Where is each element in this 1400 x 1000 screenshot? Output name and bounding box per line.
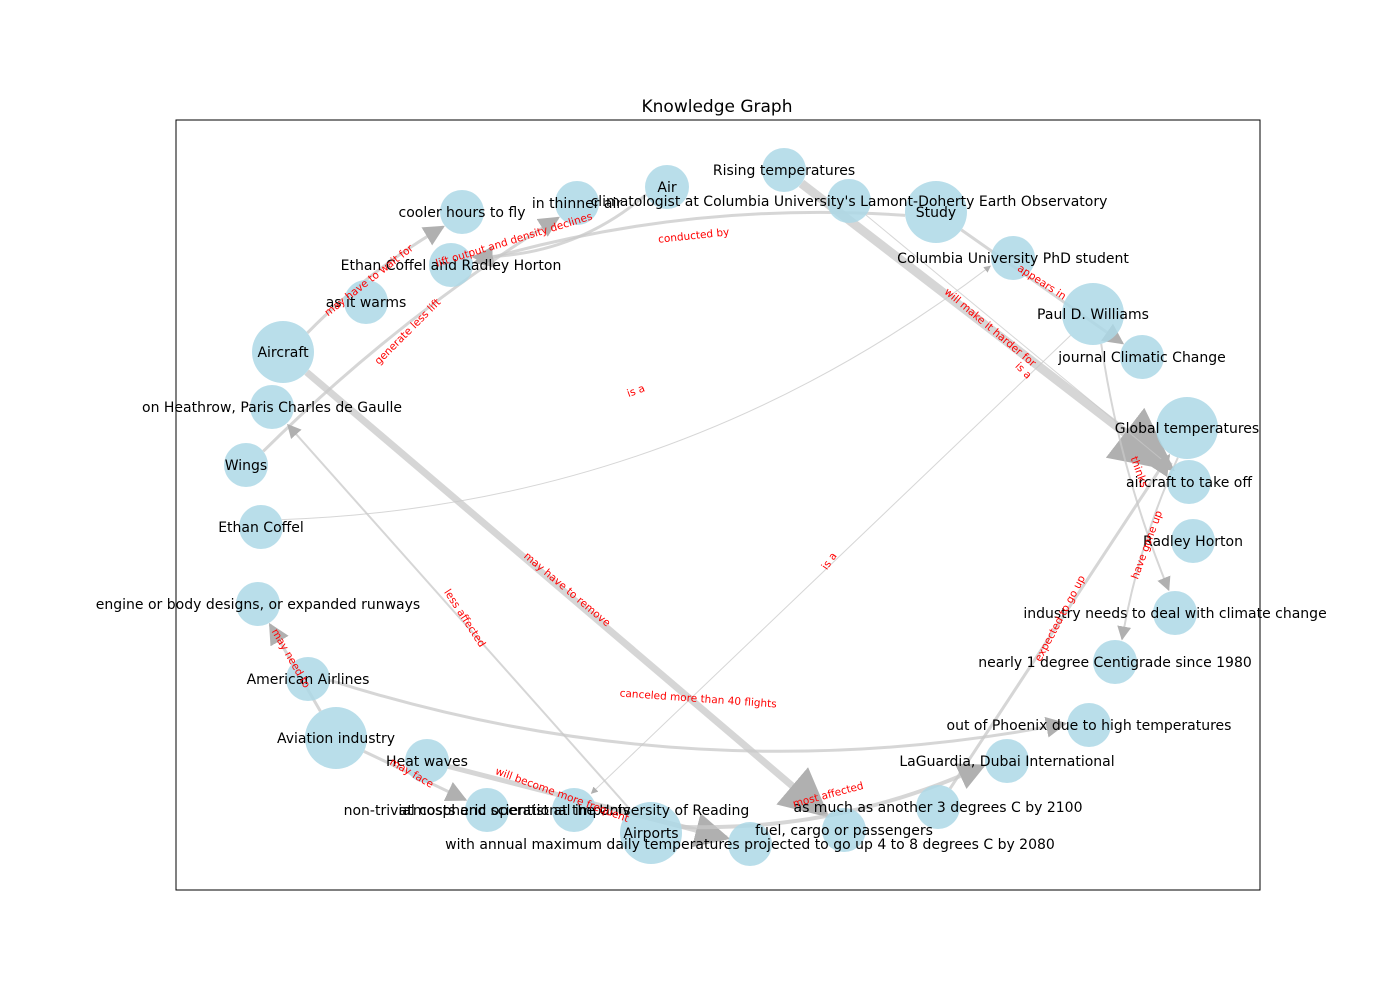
edge-american-phoenix: [329, 678, 1068, 753]
nodes-layer: [224, 148, 1218, 866]
node-fuel[interactable]: [822, 808, 866, 852]
node-label: Ethan Coffel and Radley Horton: [341, 258, 562, 274]
node-coffelhorton[interactable]: [429, 243, 473, 287]
node-label: Heat waves: [386, 754, 468, 770]
node-label: engine or body designs, or expanded runw…: [96, 597, 420, 613]
node-airports[interactable]: [620, 802, 682, 864]
edge-label: conducted by: [658, 226, 730, 245]
node-climatologist[interactable]: [827, 179, 871, 223]
node-globaltemp[interactable]: [1156, 397, 1218, 459]
edge-label: appears in: [1015, 262, 1068, 302]
edge-aircraft-cooler: [306, 225, 445, 334]
node-industryneeds[interactable]: [1153, 591, 1197, 635]
node-label: Air: [657, 180, 676, 196]
graph-title: Knowledge Graph: [642, 97, 793, 117]
node-air[interactable]: [645, 165, 689, 209]
node-aircraft[interactable]: [252, 321, 314, 383]
node-paul[interactable]: [1062, 283, 1124, 345]
edge-climatologist-takeoff: [865, 214, 1172, 468]
node-label: fuel, cargo or passengers: [755, 823, 933, 839]
node-journal[interactable]: [1120, 335, 1164, 379]
edge-label: will make it harder for: [942, 286, 1039, 370]
node-label: non-trivial costs and operational impact…: [344, 803, 631, 819]
edge-coffel-phd: [281, 265, 991, 521]
node-label: Global temperatures: [1115, 421, 1259, 437]
node-phoenix[interactable]: [1067, 703, 1111, 747]
node-american[interactable]: [286, 657, 330, 701]
node-labels-layer: Rising temperatures Air in thinner airclim…: [96, 163, 1327, 853]
node-horton[interactable]: [1171, 519, 1215, 563]
node-thinner[interactable]: [555, 181, 599, 225]
node-label: aircraft to take off: [1126, 475, 1252, 491]
node-aviation[interactable]: [305, 707, 367, 769]
node-heathrow[interactable]: [250, 385, 294, 429]
node-engine[interactable]: [236, 582, 280, 626]
node-wings[interactable]: [224, 443, 268, 487]
node-label: journal Climatic Change: [1057, 350, 1226, 366]
edge-wings-thinner: [262, 216, 560, 453]
node-cooler[interactable]: [440, 190, 484, 234]
node-label: climatologist at Columbia University's L…: [591, 194, 1108, 210]
edge-label: is a: [625, 382, 646, 399]
edge-airports-heathrow: [287, 423, 632, 811]
node-nearly[interactable]: [1093, 640, 1137, 684]
edge-paul-atmospheric: [590, 335, 1071, 794]
edge-paul-industryneeds: [1100, 343, 1171, 592]
node-label: with annual maximum daily temperatures p…: [445, 837, 1055, 853]
node-label: Aircraft: [257, 345, 309, 361]
node-label: out of Phoenix due to high temperatures: [947, 718, 1232, 734]
node-label: industry needs to deal with climate chan…: [1023, 606, 1326, 622]
edge-label: is a: [819, 550, 839, 572]
node-label: Paul D. Williams: [1037, 307, 1149, 323]
node-coffel[interactable]: [239, 505, 283, 549]
node-label: nearly 1 degree Centigrade since 1980: [978, 655, 1252, 671]
node-another3[interactable]: [916, 785, 960, 829]
node-rising[interactable]: [762, 148, 806, 192]
node-phd[interactable]: [991, 236, 1035, 280]
node-laguardia[interactable]: [985, 739, 1029, 783]
node-label: Rising temperatures: [713, 163, 855, 179]
node-label: atmospheric scientist at the University …: [399, 803, 750, 819]
node-nontrivial[interactable]: [465, 788, 509, 832]
node-label: as it warms: [326, 295, 407, 311]
node-label: Ethan Coffel: [218, 520, 304, 536]
node-takeoff[interactable]: [1167, 460, 1211, 504]
plot-frame: [175, 119, 1261, 891]
node-label: in thinner air: [532, 196, 622, 212]
node-label: Study: [916, 205, 956, 221]
node-heatwaves[interactable]: [405, 739, 449, 783]
edge-label: less affected: [441, 587, 487, 650]
node-label: on Heathrow, Paris Charles de Gaulle: [142, 400, 402, 416]
node-label: American Airlines: [247, 672, 370, 688]
node-study[interactable]: [905, 181, 967, 243]
node-label: cooler hours to fly: [399, 205, 526, 221]
edge-another3-globaltemp: [948, 453, 1171, 790]
node-label: Columbia University PhD student: [897, 251, 1129, 267]
node-label: Airports: [623, 826, 678, 842]
edge-label: may have to remove: [521, 550, 612, 629]
node-atmospheric[interactable]: [552, 788, 596, 832]
node-annual[interactable]: [728, 822, 772, 866]
node-label: Radley Horton: [1143, 534, 1243, 550]
node-label: as much as another 3 degrees C by 2100: [793, 800, 1082, 816]
node-label: Aviation industry: [277, 731, 395, 747]
node-warms[interactable]: [344, 280, 388, 324]
node-label: LaGuardia, Dubai International: [899, 754, 1114, 770]
node-label: Wings: [225, 458, 267, 474]
